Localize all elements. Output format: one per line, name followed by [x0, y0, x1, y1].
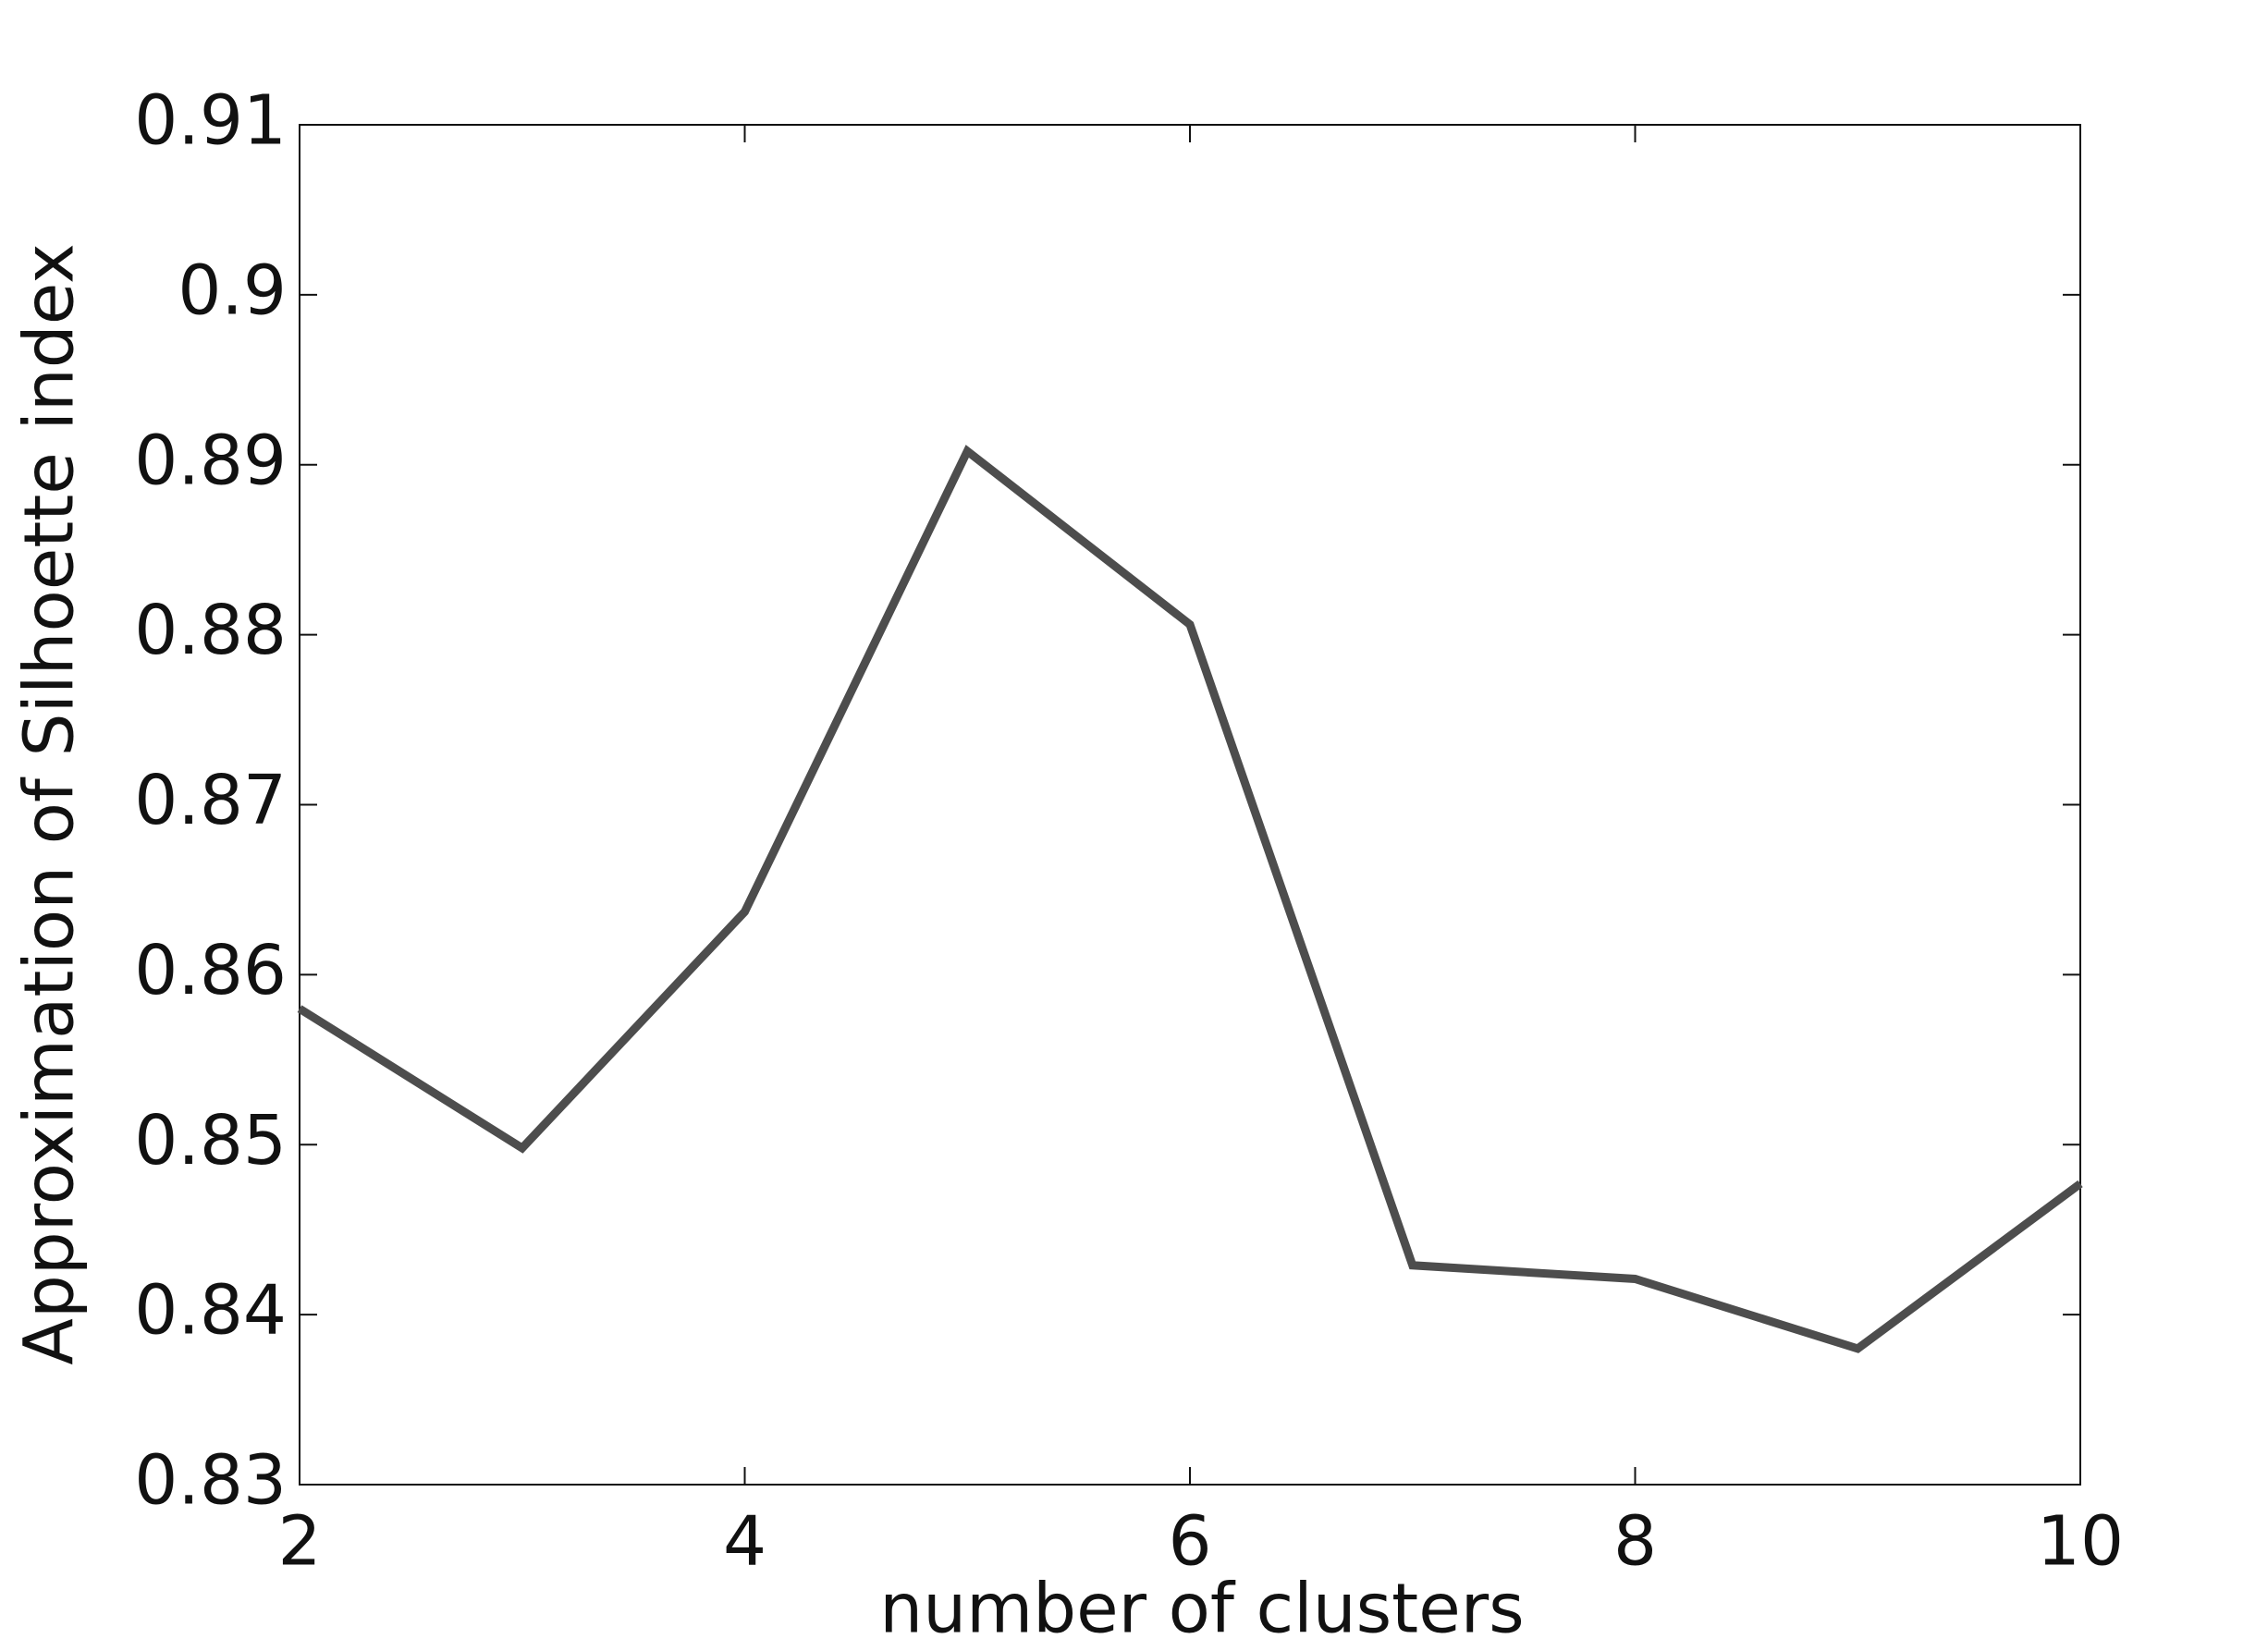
- y-tick-label: 0.91: [134, 81, 287, 161]
- x-tick-label: 2: [277, 1502, 321, 1582]
- axes-box: [299, 124, 2081, 1486]
- x-tick-label: 4: [723, 1502, 766, 1582]
- x-tick-label: 6: [1168, 1502, 1211, 1582]
- y-tick-label: 0.84: [134, 1271, 287, 1351]
- y-tick-label: 0.83: [134, 1441, 287, 1521]
- y-tick-label: 0.89: [134, 421, 287, 500]
- x-tick-label: 8: [1613, 1502, 1657, 1582]
- y-tick-label: 0.86: [134, 931, 287, 1010]
- y-tick-label: 0.88: [134, 591, 287, 670]
- y-tick-label: 0.85: [134, 1101, 287, 1180]
- x-tick-label: 10: [2037, 1502, 2124, 1582]
- y-tick-label: 0.9: [178, 251, 287, 330]
- x-axis-label: number of clusters: [879, 1570, 1524, 1649]
- data-line: [297, 445, 2083, 1353]
- y-axis-label: Approximation of Silhoette index: [10, 243, 90, 1365]
- y-tick-label: 0.87: [134, 761, 287, 840]
